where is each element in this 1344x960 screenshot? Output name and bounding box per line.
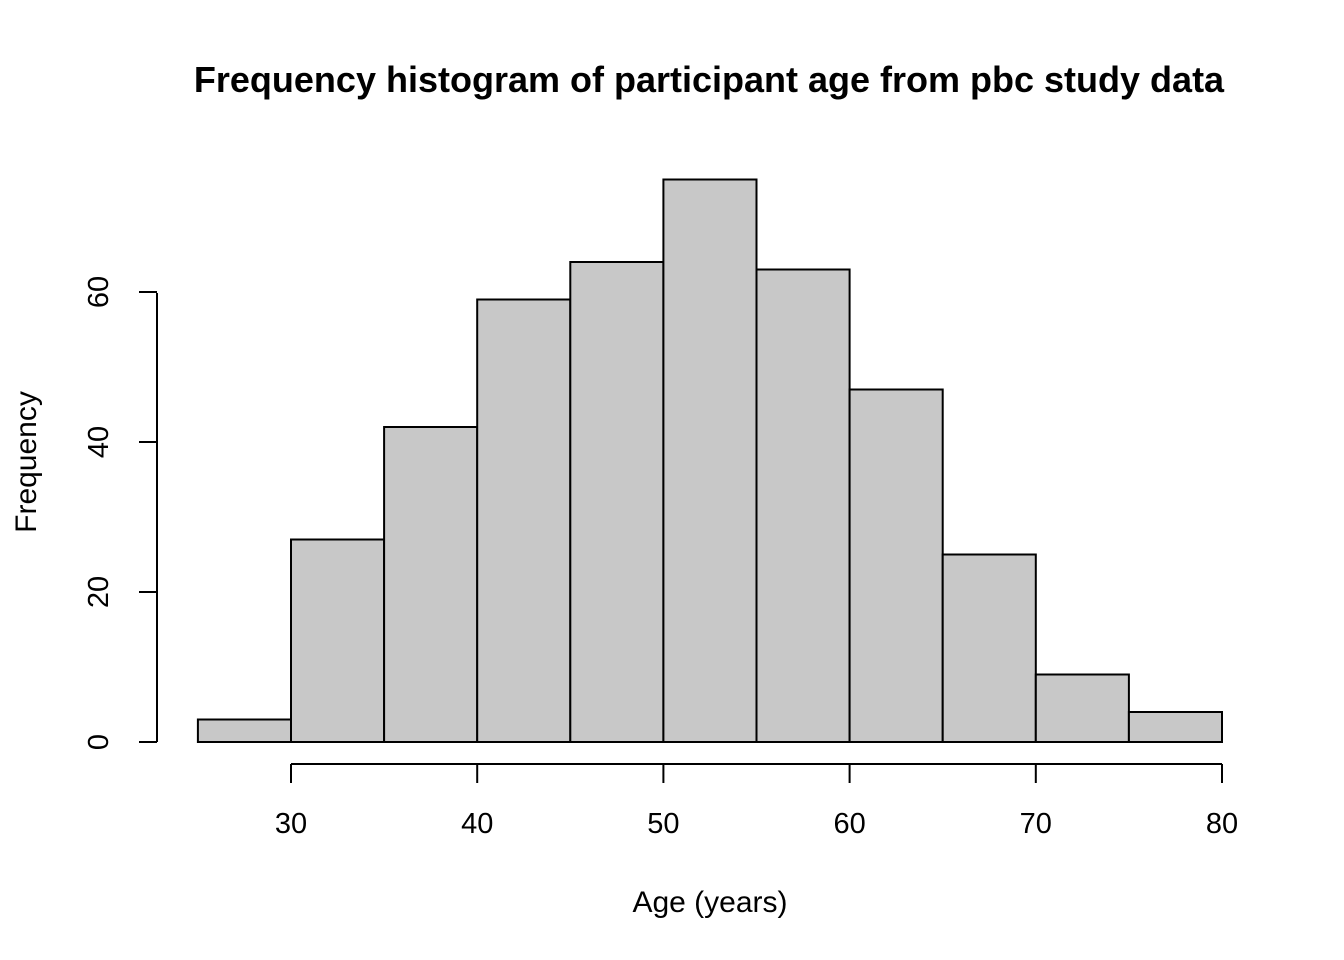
bars-group	[196, 178, 1224, 743]
histogram-bar-70-75	[1034, 673, 1130, 743]
histogram-bar-55-60	[755, 268, 851, 743]
x-tick-label: 30	[275, 808, 307, 840]
x-ticks-group: 30 40 50 60 70 80	[275, 764, 1238, 840]
histogram-bar-50-55	[662, 178, 758, 743]
histogram-bar-35-40	[383, 426, 479, 743]
y-axis-label: Frequency	[10, 391, 43, 533]
x-tick-label: 70	[1020, 808, 1052, 840]
x-axis-label: Age (years)	[632, 886, 787, 919]
histogram-bar-45-50	[569, 261, 665, 743]
histogram-bar-25-30	[196, 718, 292, 743]
x-tick-label: 40	[461, 808, 493, 840]
y-tick-label: 0	[83, 734, 115, 750]
y-tick-label: 40	[83, 426, 115, 458]
histogram-bar-30-35	[290, 538, 386, 743]
histogram-bar-40-45	[476, 298, 572, 743]
histogram-bar-75-80	[1127, 711, 1224, 743]
y-ticks-group: 0 20 40 60	[83, 276, 157, 750]
histogram-bar-65-70	[941, 553, 1037, 743]
x-tick-label: 50	[647, 808, 679, 840]
x-tick-label: 60	[833, 808, 865, 840]
y-tick-label: 20	[83, 576, 115, 608]
y-tick-label: 60	[83, 276, 115, 308]
chart-title: Frequency histogram of participant age f…	[194, 59, 1225, 100]
histogram-bar-60-65	[848, 388, 944, 743]
x-tick-label: 80	[1206, 808, 1238, 840]
